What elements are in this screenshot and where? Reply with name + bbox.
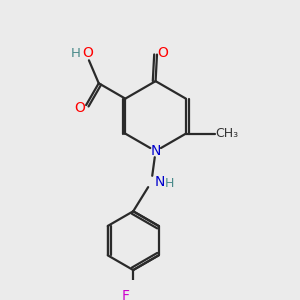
Text: O: O [82, 46, 93, 60]
Text: O: O [74, 101, 86, 115]
Text: H: H [165, 177, 174, 190]
Text: N: N [150, 144, 161, 158]
Text: N: N [154, 175, 165, 189]
Text: O: O [158, 46, 169, 60]
Text: CH₃: CH₃ [215, 127, 238, 140]
Text: F: F [122, 289, 129, 300]
Text: H: H [71, 47, 81, 60]
